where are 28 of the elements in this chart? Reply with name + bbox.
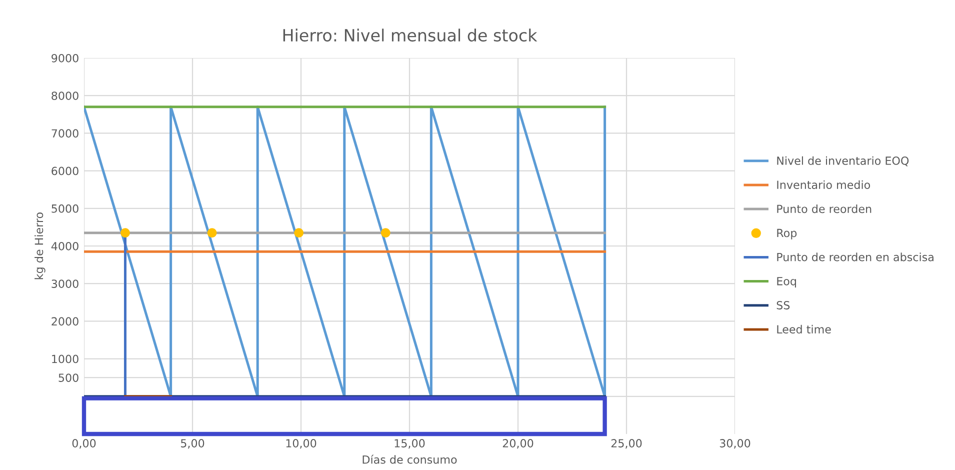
y-tick-label: 5000	[52, 204, 78, 213]
x-tick-label: 25,00	[611, 439, 642, 449]
y-tick-label: 7000	[52, 129, 78, 138]
y-tick-label: 1000	[52, 354, 78, 364]
y-tick-label: 8000	[52, 92, 78, 100]
legend-label: SS	[776, 301, 790, 310]
x-tick-label: 30,00	[720, 439, 750, 449]
legend-label: Inventario medio	[777, 180, 870, 190]
y-axis-title: kg de Hierro	[34, 212, 46, 280]
x-tick-label: 10,00	[286, 439, 316, 449]
y-tick-label: 500	[58, 374, 78, 382]
chart-title: Hierro: Nivel mensual de stock	[283, 28, 538, 42]
y-tick-label: 6000	[52, 166, 78, 176]
y-tick-label: 4000	[51, 242, 78, 250]
legend-label: Rop	[777, 228, 797, 240]
legend-label: Punto de reorden en abscisa	[777, 252, 934, 262]
y-tick-label: 3000	[52, 280, 78, 288]
x-tick-label: 20,00	[502, 439, 534, 449]
y-tick-label: 2000	[52, 317, 78, 326]
legend-label: Leed time	[777, 324, 831, 334]
legend-label: Punto de reorden	[777, 204, 872, 214]
x-tick-label: 15,00	[394, 439, 425, 449]
legend-label: Eoq	[777, 277, 796, 288]
x-tick-label: 5,00	[180, 439, 204, 449]
y-tick-label: 9000	[52, 54, 78, 62]
legend-label: Nivel de inventario EOQ	[777, 156, 909, 166]
x-axis-title: Días de consumo	[362, 454, 457, 464]
x-tick-label: 0,00	[72, 439, 96, 449]
